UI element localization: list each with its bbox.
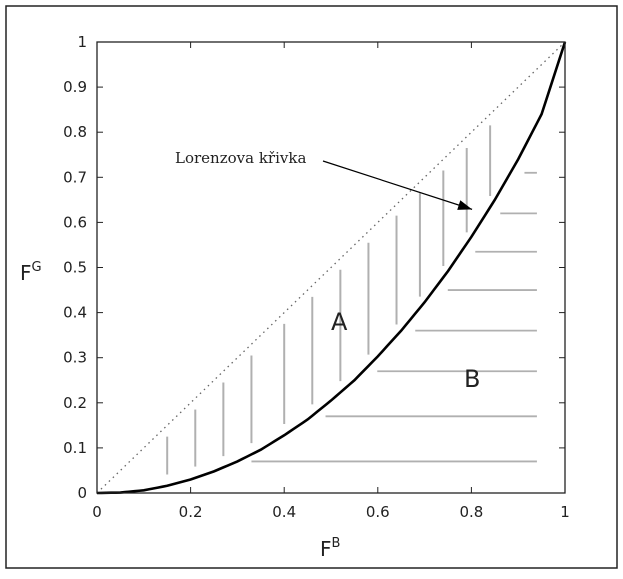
y-tick-label: 0.3 — [63, 349, 87, 367]
y-tick-label: 1 — [77, 33, 87, 51]
y-tick-label: 0.4 — [63, 304, 87, 322]
y-tick-label: 0.9 — [63, 78, 87, 96]
y-tick-label: 0.7 — [63, 168, 87, 186]
y-tick-label: 0.8 — [63, 123, 87, 141]
y-axis-label: FG — [20, 260, 42, 285]
x-axis: 0 0.2 0.4 0.6 0.8 1 — [92, 42, 570, 521]
x-tick-label: 1 — [560, 503, 570, 521]
x-tick-label: 0.2 — [179, 503, 203, 521]
y-tick-label: 0.6 — [63, 213, 87, 231]
x-tick-label: 0.8 — [459, 503, 483, 521]
y-tick-label: 0.2 — [63, 394, 87, 412]
y-axis: 0 0.1 0.2 0.3 0.4 0.5 0.6 0.7 0.8 0.9 1 — [63, 33, 565, 502]
x-axis-label: FB — [320, 536, 340, 561]
x-tick-label: 0 — [92, 503, 102, 521]
y-tick-label: 0 — [77, 484, 87, 502]
lorenz-curve — [96, 41, 567, 495]
region-a-label: A — [331, 308, 348, 336]
hatch-layer — [166, 125, 537, 475]
y-tick-label: 0.1 — [63, 439, 87, 457]
y-tick-label: 0.5 — [63, 259, 87, 277]
region-b-label: B — [464, 365, 480, 393]
x-tick-label: 0.4 — [272, 503, 296, 521]
curve-annotation: Lorenzova křivka — [175, 149, 306, 167]
annotation-arrowhead — [457, 200, 473, 210]
annotation-arrow — [322, 160, 473, 210]
x-tick-label: 0.6 — [366, 503, 390, 521]
equality-diagonal — [96, 41, 566, 494]
